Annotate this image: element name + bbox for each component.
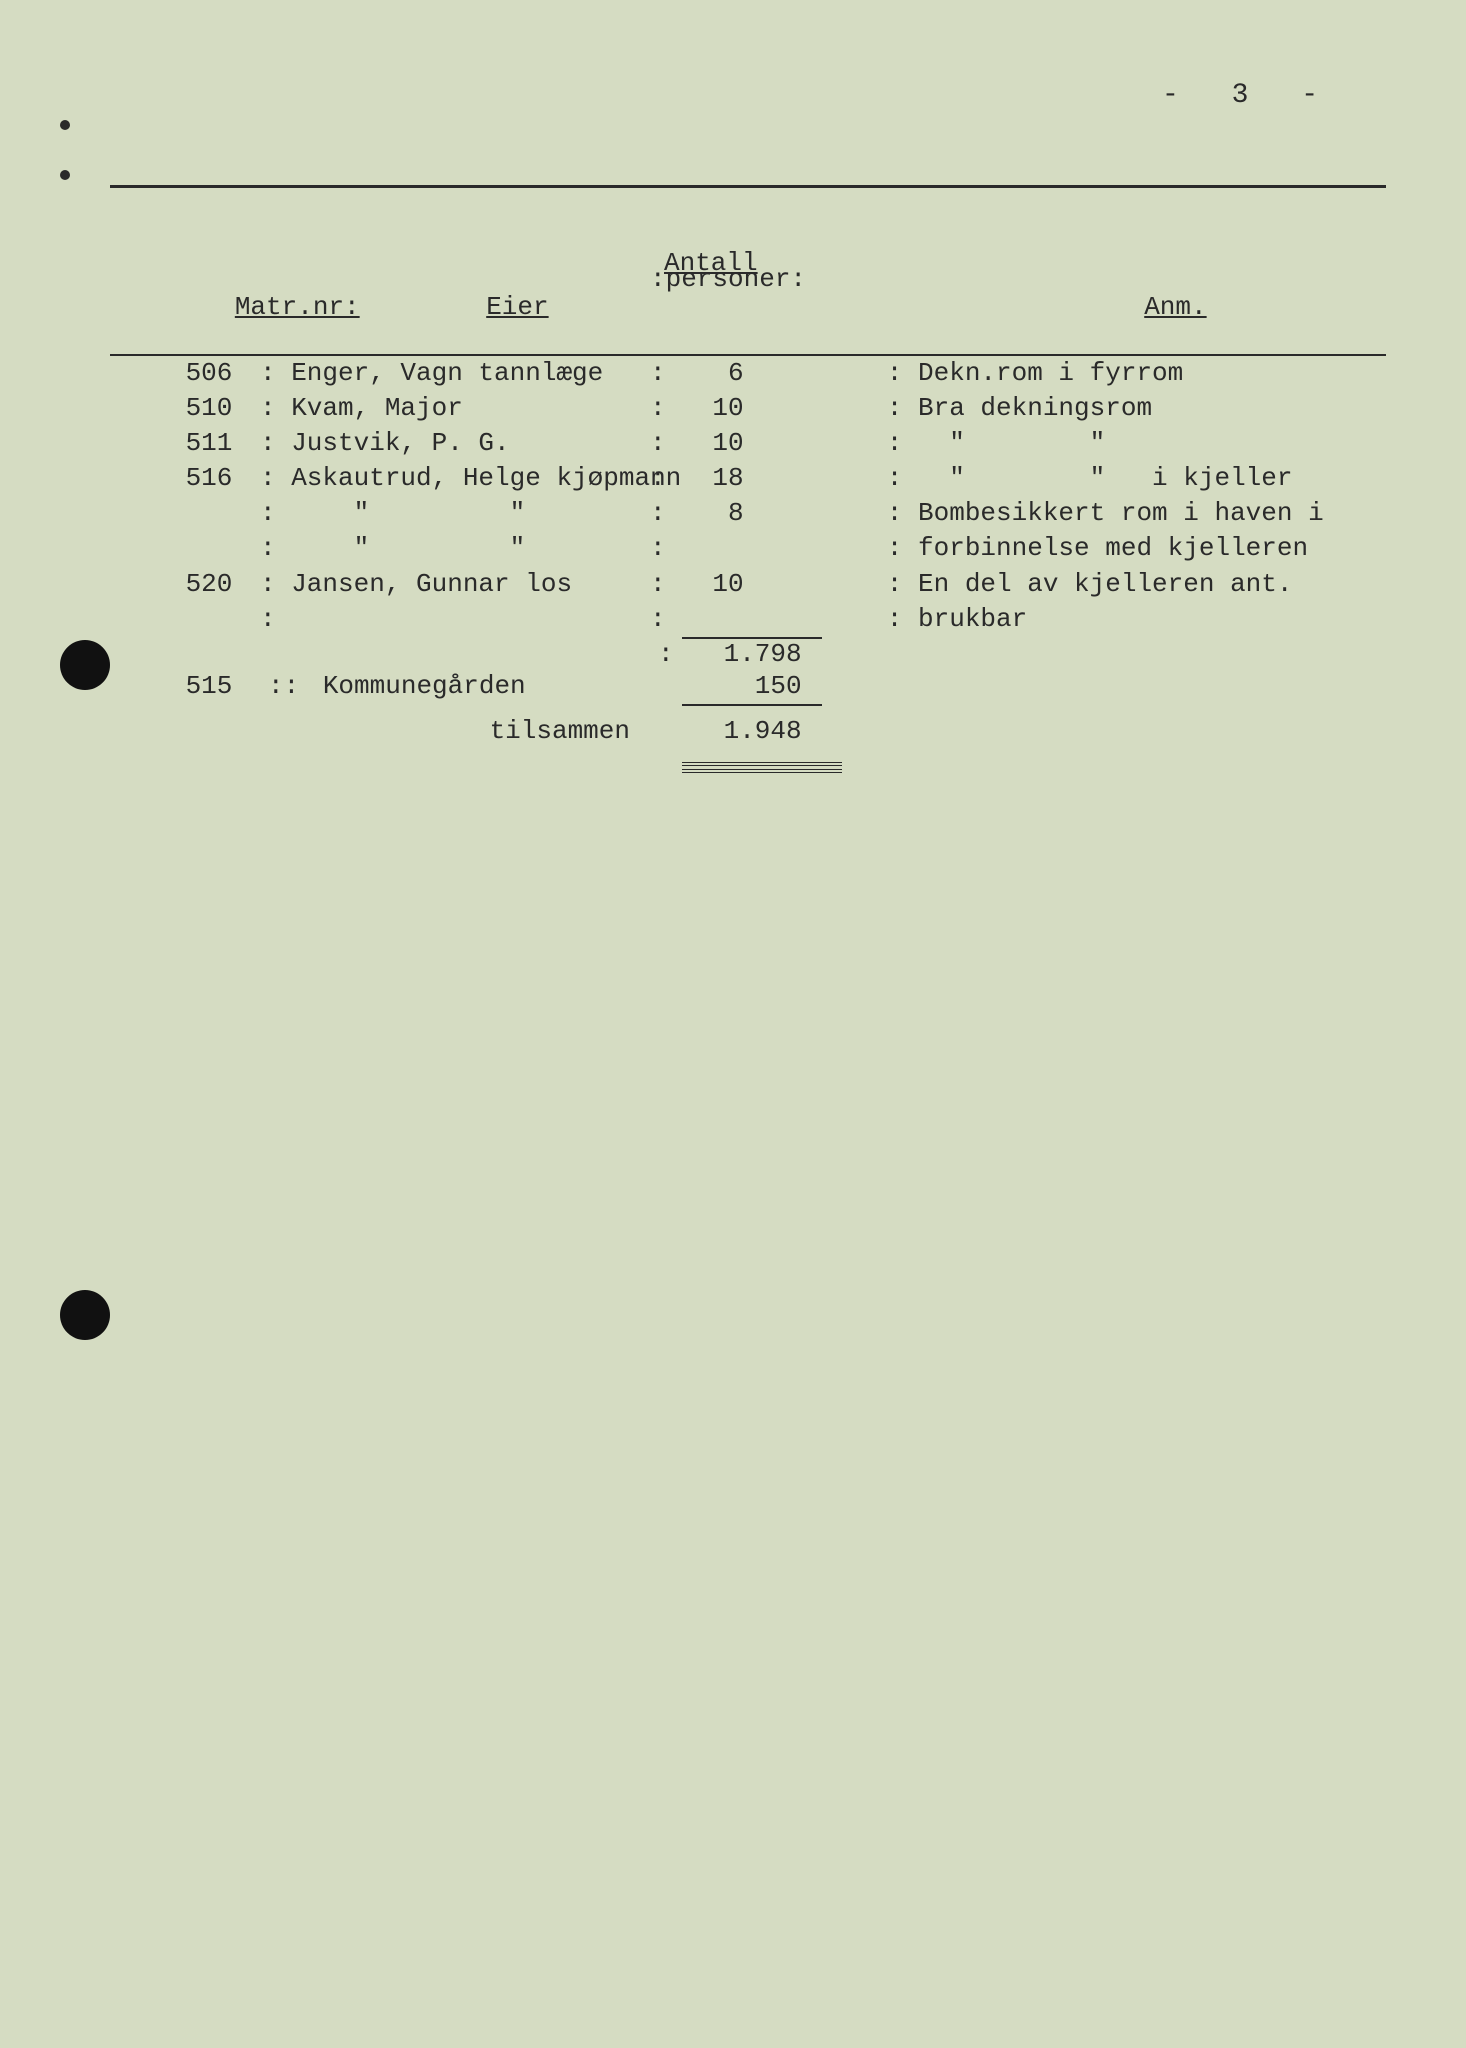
subtotal-row: :1.798 — [110, 637, 1386, 669]
cell-matr: 516 — [110, 461, 260, 496]
col-header-antall: Antall :personer: — [650, 192, 840, 352]
total-row: tilsammen 1.948 — [110, 714, 1386, 749]
total-rule-row — [110, 749, 1386, 784]
cell-eier: : Enger, Vagn tannlæge — [260, 356, 650, 391]
cell-eier: : Jansen, Gunnar los — [260, 567, 650, 602]
stray-mark — [60, 120, 70, 130]
stray-mark — [60, 170, 70, 180]
cell-antall: : 10 — [650, 426, 840, 461]
cell-matr — [110, 602, 260, 637]
cell-anm: : Bra dekningsrom — [840, 391, 1386, 426]
table-row: : : : brukbar — [110, 602, 1386, 637]
cell-antall: : 10 — [650, 567, 840, 602]
cell-antall: : 10 — [650, 391, 840, 426]
cell-eier: : Justvik, P. G. — [260, 426, 650, 461]
cell-anm: : En del av kjelleren ant. — [840, 567, 1386, 602]
table-header-row: Matr.nr: Eier Antall :personer: Anm. — [110, 188, 1386, 354]
table-row: 516 : Askautrud, Helge kjøpmann: 18 : " … — [110, 461, 1386, 496]
table-row: : " ": : forbinnelse med kjelleren — [110, 531, 1386, 566]
table-row: 515 :: Kommunegården 150 — [110, 669, 1386, 706]
col-header-matr: Matr.nr: — [110, 262, 260, 352]
cell-matr — [110, 531, 260, 566]
punch-hole — [60, 640, 110, 690]
table-body: 506 : Enger, Vagn tannlæge: 6 : Dekn.rom… — [110, 356, 1386, 637]
col-header-eier: Eier — [260, 262, 650, 352]
cell-eier: : Kvam, Major — [260, 391, 650, 426]
cell-anm: : " " — [840, 426, 1386, 461]
cell-matr: 520 — [110, 567, 260, 602]
col-header-anm: Anm. — [840, 262, 1386, 352]
cell-eier: : Askautrud, Helge kjøpmann — [260, 461, 650, 496]
cell-anm: : Bombesikkert rom i haven i — [840, 496, 1386, 531]
cell-antall: : 18 — [650, 461, 840, 496]
document-page: - 3 - Matr.nr: Eier Antall :personer: An… — [0, 0, 1466, 2048]
subtotal-value: 1.798 — [682, 637, 822, 669]
cell-matr: 506 — [110, 356, 260, 391]
cell-eier: : " " — [260, 496, 650, 531]
cell-anm: : brukbar — [840, 602, 1386, 637]
cell-matr: 511 — [110, 426, 260, 461]
table-row: 510 : Kvam, Major: 10 : Bra dekningsrom — [110, 391, 1386, 426]
table-row: 511 : Justvik, P. G.: 10 : " " — [110, 426, 1386, 461]
page-number: - 3 - — [1162, 80, 1336, 111]
table-row: 520 : Jansen, Gunnar los: 10 : En del av… — [110, 567, 1386, 602]
register-table: Matr.nr: Eier Antall :personer: Anm. 506… — [110, 185, 1386, 784]
double-rule — [682, 762, 842, 773]
cell-antall: : 8 — [650, 496, 840, 531]
cell-anm: : forbinnelse med kjelleren — [840, 531, 1386, 566]
cell-matr — [110, 496, 260, 531]
cell-eier: : " " — [260, 531, 650, 566]
cell-eier: Kommunegården — [323, 671, 526, 701]
cell-anm: : " " i kjeller — [840, 461, 1386, 496]
punch-hole — [60, 1290, 110, 1340]
total-value: 1.948 — [682, 714, 822, 749]
cell-anm: : Dekn.rom i fyrrom — [840, 356, 1386, 391]
total-label: tilsammen — [490, 716, 630, 746]
cell-matr: 515 — [186, 671, 233, 701]
table-row: : " ": 8 : Bombesikkert rom i haven i — [110, 496, 1386, 531]
cell-eier: : — [260, 602, 650, 637]
cell-antall: 150 — [682, 669, 822, 706]
cell-antall: : — [650, 531, 840, 566]
cell-antall: : — [650, 602, 840, 637]
cell-matr: 510 — [110, 391, 260, 426]
